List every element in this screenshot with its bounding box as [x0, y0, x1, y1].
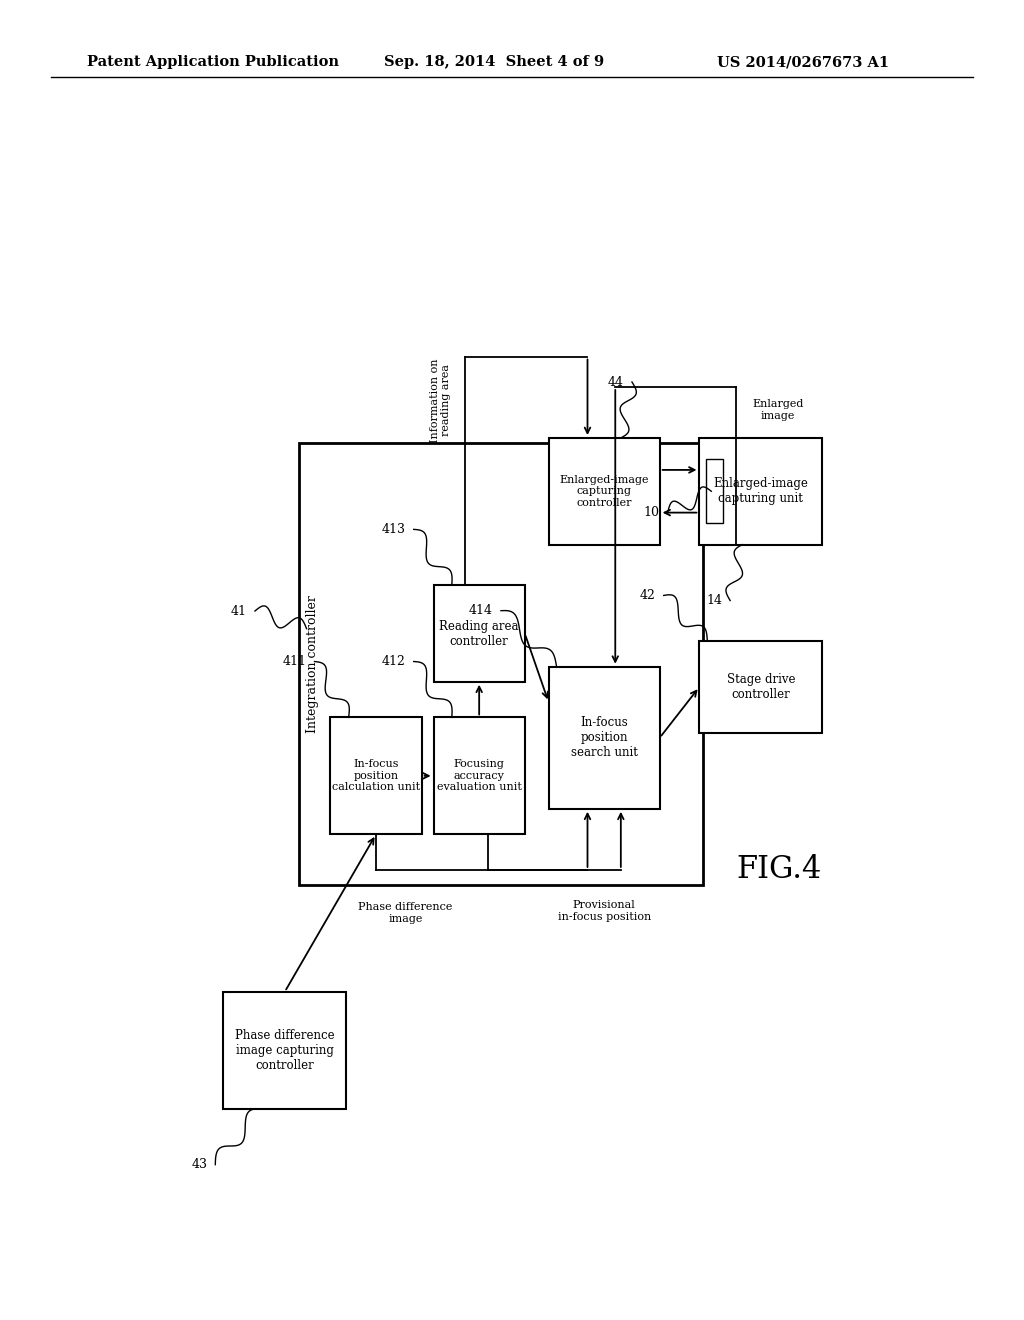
- Text: 414: 414: [469, 605, 494, 618]
- FancyBboxPatch shape: [223, 991, 346, 1109]
- Text: Focusing
accuracy
evaluation unit: Focusing accuracy evaluation unit: [436, 759, 521, 792]
- Text: Provisional
in-focus position: Provisional in-focus position: [557, 900, 651, 921]
- FancyBboxPatch shape: [331, 718, 422, 834]
- Text: 10: 10: [644, 506, 659, 519]
- Text: 44: 44: [608, 375, 624, 388]
- FancyBboxPatch shape: [699, 642, 822, 733]
- Text: Stage drive
controller: Stage drive controller: [727, 673, 796, 701]
- Text: US 2014/0267673 A1: US 2014/0267673 A1: [717, 55, 889, 70]
- FancyBboxPatch shape: [549, 667, 659, 809]
- Text: 41: 41: [231, 605, 247, 618]
- Text: Information on
reading area: Information on reading area: [430, 358, 452, 442]
- Text: 413: 413: [382, 523, 406, 536]
- FancyBboxPatch shape: [299, 444, 703, 886]
- FancyBboxPatch shape: [433, 718, 524, 834]
- FancyBboxPatch shape: [706, 459, 723, 523]
- FancyBboxPatch shape: [433, 585, 524, 682]
- Text: Sep. 18, 2014  Sheet 4 of 9: Sep. 18, 2014 Sheet 4 of 9: [384, 55, 604, 70]
- Text: FIG.4: FIG.4: [736, 854, 821, 886]
- Text: In-focus
position
calculation unit: In-focus position calculation unit: [332, 759, 420, 792]
- Text: In-focus
position
search unit: In-focus position search unit: [570, 717, 638, 759]
- Text: 42: 42: [640, 589, 655, 602]
- Text: 411: 411: [283, 655, 306, 668]
- Text: 43: 43: [191, 1158, 207, 1171]
- FancyBboxPatch shape: [549, 438, 659, 545]
- Text: Phase difference
image capturing
controller: Phase difference image capturing control…: [234, 1028, 335, 1072]
- Text: Enlarged-image
capturing
controller: Enlarged-image capturing controller: [559, 475, 649, 508]
- Text: Patent Application Publication: Patent Application Publication: [87, 55, 339, 70]
- Text: 14: 14: [707, 594, 722, 607]
- Text: 412: 412: [382, 655, 406, 668]
- Text: Phase difference
image: Phase difference image: [358, 903, 453, 924]
- Text: Enlarged-image
capturing unit: Enlarged-image capturing unit: [713, 478, 808, 506]
- Text: Integration controller: Integration controller: [306, 595, 319, 733]
- FancyBboxPatch shape: [699, 438, 822, 545]
- Text: Enlarged
image: Enlarged image: [753, 399, 804, 421]
- Text: Reading area
controller: Reading area controller: [439, 619, 519, 648]
